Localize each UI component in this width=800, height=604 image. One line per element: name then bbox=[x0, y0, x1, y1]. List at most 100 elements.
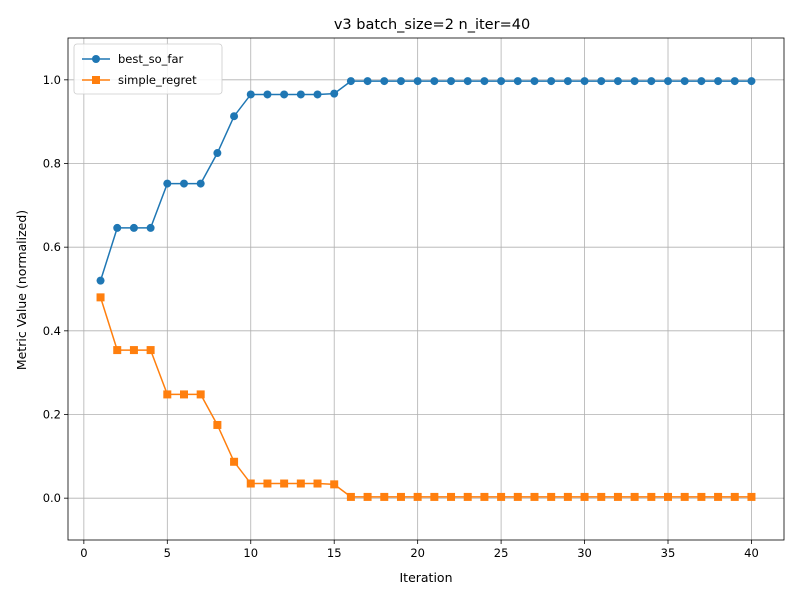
simple_regret-point bbox=[380, 492, 389, 501]
best_so_far-point bbox=[396, 77, 405, 86]
simple_regret-point bbox=[146, 346, 155, 355]
simple_regret-point bbox=[513, 492, 522, 501]
best_so_far-point bbox=[196, 179, 205, 188]
best_so_far-point bbox=[530, 77, 539, 86]
simple_regret-point bbox=[480, 492, 489, 501]
legend-box bbox=[73, 43, 223, 95]
legend-marker-best_so_far bbox=[92, 55, 100, 63]
simple_regret-point bbox=[630, 492, 639, 501]
x-axis-label: Iteration bbox=[399, 570, 452, 585]
simple_regret-point bbox=[747, 492, 756, 501]
series-simple_regret bbox=[96, 293, 756, 501]
simple_regret-point bbox=[697, 492, 706, 501]
best_so_far-point bbox=[113, 223, 122, 232]
legend: best_so_far simple_regret bbox=[73, 43, 223, 95]
best_so_far-point bbox=[597, 77, 606, 86]
x-tick-label: 40 bbox=[744, 546, 759, 560]
best_so_far-point bbox=[330, 89, 339, 98]
simple_regret-point bbox=[313, 479, 322, 488]
simple_regret-point bbox=[714, 492, 723, 501]
simple_regret-point bbox=[296, 479, 305, 488]
simple_regret-point bbox=[413, 492, 422, 501]
x-tick-label: 30 bbox=[577, 546, 592, 560]
y-tick-label: 0.4 bbox=[43, 324, 61, 338]
best_so_far-point bbox=[363, 77, 372, 86]
best_so_far-point bbox=[463, 77, 472, 86]
series-best_so_far bbox=[96, 77, 756, 285]
simple_regret-point bbox=[213, 420, 222, 429]
best_so_far-point bbox=[179, 179, 188, 188]
simple_regret-point bbox=[280, 479, 289, 488]
x-tick-label: 15 bbox=[327, 546, 342, 560]
best_so_far-point bbox=[630, 77, 639, 86]
chart-title: v3 batch_size=2 n_iter=40 bbox=[334, 17, 530, 33]
best_so_far-point bbox=[263, 90, 272, 99]
best_so_far-point bbox=[563, 77, 572, 86]
x-tick-label: 35 bbox=[661, 546, 676, 560]
simple_regret-point bbox=[664, 492, 673, 501]
best_so_far-point bbox=[430, 77, 439, 86]
best_so_far-point bbox=[547, 77, 556, 86]
best_so_far-point bbox=[680, 77, 689, 86]
simple_regret-point bbox=[497, 492, 506, 501]
simple_regret-point bbox=[447, 492, 456, 501]
simple_regret-point bbox=[563, 492, 572, 501]
simple_regret-point bbox=[129, 346, 138, 355]
best_so_far-point bbox=[697, 77, 706, 86]
simple_regret-point bbox=[230, 457, 239, 466]
simple_regret-point bbox=[530, 492, 539, 501]
best_so_far-point bbox=[730, 77, 739, 86]
series-layer bbox=[96, 77, 756, 501]
best_so_far-point bbox=[480, 77, 489, 86]
x-axis-ticks: 0 5 10 15 20 25 30 35 40 bbox=[80, 540, 759, 560]
best_so_far-point bbox=[230, 112, 239, 121]
best_so_far-point bbox=[129, 223, 138, 232]
best_so_far-point bbox=[280, 90, 289, 99]
y-tick-label: 0.8 bbox=[43, 157, 61, 171]
best_so_far-point bbox=[246, 90, 255, 99]
plot-frame bbox=[67, 37, 785, 541]
simple_regret-point bbox=[330, 480, 339, 489]
best_so_far-point bbox=[346, 77, 355, 86]
simple_regret-point bbox=[430, 492, 439, 501]
simple_regret-point bbox=[580, 492, 589, 501]
simple_regret-point bbox=[196, 390, 205, 399]
simple_regret-point bbox=[179, 390, 188, 399]
best_so_far-point bbox=[497, 77, 506, 86]
simple_regret-point bbox=[463, 492, 472, 501]
simple_regret-point bbox=[113, 346, 122, 355]
best_so_far-point bbox=[447, 77, 456, 86]
simple_regret-point bbox=[597, 492, 606, 501]
x-tick-label: 5 bbox=[164, 546, 171, 560]
best_so_far-point bbox=[647, 77, 656, 86]
legend-marker-simple_regret bbox=[92, 76, 100, 84]
simple_regret-point bbox=[263, 479, 272, 488]
best_so_far-line bbox=[99, 80, 752, 281]
y-axis-ticks: 0.0 0.2 0.4 0.6 0.8 1.0 bbox=[43, 73, 68, 505]
y-tick-label: 0.2 bbox=[43, 408, 61, 422]
simple_regret-point bbox=[396, 492, 405, 501]
best_so_far-point bbox=[413, 77, 422, 86]
best_so_far-point bbox=[664, 77, 673, 86]
legend-label-simple_regret: simple_regret bbox=[118, 73, 197, 87]
simple_regret-point bbox=[613, 492, 622, 501]
best_so_far-point bbox=[747, 77, 756, 86]
y-tick-label: 0.0 bbox=[43, 491, 61, 505]
best_so_far-point bbox=[613, 77, 622, 86]
x-tick-label: 10 bbox=[243, 546, 258, 560]
simple_regret-point bbox=[363, 492, 372, 501]
best_so_far-point bbox=[380, 77, 389, 86]
y-tick-label: 1.0 bbox=[43, 73, 61, 87]
y-tick-label: 0.6 bbox=[43, 240, 61, 254]
simple_regret-point bbox=[163, 390, 172, 399]
legend-label-best_so_far: best_so_far bbox=[118, 52, 183, 66]
x-tick-label: 0 bbox=[80, 546, 87, 560]
simple_regret-point bbox=[96, 293, 105, 302]
best_so_far-point bbox=[580, 77, 589, 86]
best_so_far-point bbox=[146, 223, 155, 232]
x-tick-label: 25 bbox=[494, 546, 509, 560]
simple_regret-point bbox=[346, 492, 355, 501]
y-axis-label: Metric Value (normalized) bbox=[14, 210, 29, 370]
